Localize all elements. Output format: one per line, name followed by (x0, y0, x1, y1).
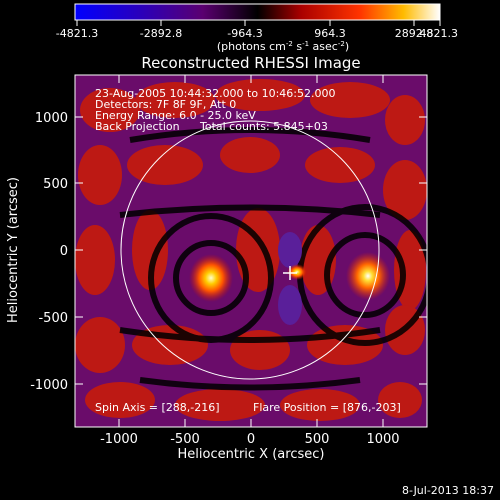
date-stamp: 8-Jul-2013 18:37 (402, 484, 494, 497)
x-tick-label: 1000 (366, 432, 399, 447)
info-text: 23-Aug-2005 10:44:32.000 to 10:46:52.000… (95, 87, 336, 133)
colorbar-tick-label: 964.3 (314, 27, 346, 40)
info-time-range: 23-Aug-2005 10:44:32.000 to 10:46:52.000 (95, 87, 336, 100)
axis-ticks (75, 75, 427, 427)
colorbar-tick-label: -2892.8 (140, 27, 182, 40)
info-total-counts: Total counts: 5.845+03 (199, 120, 328, 133)
x-tick-label: -1000 (100, 432, 138, 447)
colorbar-tick-label: 2892.8 (395, 27, 434, 40)
spin-axis-label: Spin Axis = [288,-216] (95, 401, 220, 414)
flare-position-label: Flare Position = [876,-203] (253, 401, 401, 414)
solar-limb-circle (120, 120, 380, 380)
x-tick-label: 500 (305, 432, 330, 447)
y-tick-label: -1000 (30, 378, 68, 393)
y-tick-label: -500 (38, 311, 68, 326)
info-detectors: Detectors: 7F 8F 9F, Att 0 (95, 98, 236, 111)
x-tick-labels: -1000 -500 0 500 1000 (100, 432, 399, 447)
y-tick-labels: 1000 500 0 -500 -1000 (30, 111, 68, 393)
colorbar-units: (photons cm-2 s-1 asec-2) (217, 40, 349, 53)
y-axis-label: Heliocentric Y (arcsec) (6, 177, 21, 323)
colorbar-tick-label: 4821.3 (420, 27, 459, 40)
reconstructed-image (75, 75, 427, 427)
colorbar (74, 3, 441, 21)
spin-axis-marker (283, 266, 297, 280)
info-energy-range: Energy Range: 6.0 - 25.0 keV (95, 109, 256, 122)
x-axis-label: Heliocentric X (arcsec) (178, 447, 325, 462)
y-tick-label: 500 (43, 177, 68, 192)
info-method: Back Projection (95, 120, 180, 133)
colorbar-tick-label: -4821.3 (56, 27, 98, 40)
y-tick-label: 0 (60, 244, 68, 259)
y-tick-label: 1000 (35, 111, 68, 126)
colorbar-tick-label: -964.3 (227, 27, 262, 40)
x-tick-label: 0 (247, 432, 255, 447)
plot-title: Reconstructed RHESSI Image (141, 54, 360, 72)
x-tick-label: -500 (170, 432, 200, 447)
